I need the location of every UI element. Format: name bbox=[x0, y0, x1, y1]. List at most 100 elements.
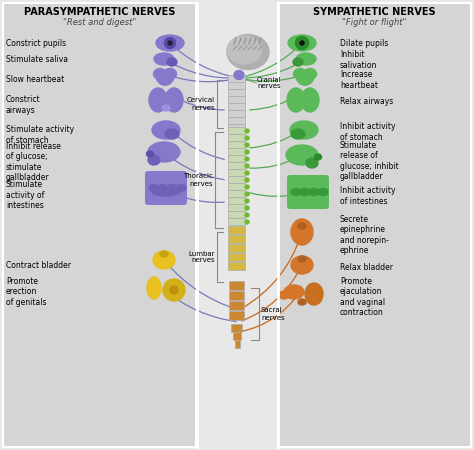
Text: Secrete
epinephrine
and norepin-
ephrine: Secrete epinephrine and norepin- ephrine bbox=[340, 215, 389, 255]
FancyBboxPatch shape bbox=[228, 96, 246, 104]
FancyBboxPatch shape bbox=[228, 162, 246, 170]
FancyBboxPatch shape bbox=[228, 170, 246, 176]
Ellipse shape bbox=[152, 188, 180, 196]
Text: Thoracic
nerves: Thoracic nerves bbox=[183, 174, 213, 186]
FancyBboxPatch shape bbox=[228, 219, 246, 225]
FancyBboxPatch shape bbox=[228, 90, 246, 96]
Ellipse shape bbox=[286, 145, 318, 165]
FancyBboxPatch shape bbox=[228, 212, 246, 219]
Text: SYMPATHETIC NERVES: SYMPATHETIC NERVES bbox=[313, 7, 435, 17]
Text: PARASYMPATHETIC NERVES: PARASYMPATHETIC NERVES bbox=[24, 7, 176, 17]
FancyBboxPatch shape bbox=[228, 176, 246, 184]
Ellipse shape bbox=[291, 129, 305, 139]
Ellipse shape bbox=[300, 41, 304, 45]
FancyBboxPatch shape bbox=[228, 141, 246, 149]
FancyBboxPatch shape bbox=[228, 76, 246, 82]
Ellipse shape bbox=[291, 256, 313, 274]
Ellipse shape bbox=[152, 121, 180, 139]
Ellipse shape bbox=[245, 150, 249, 154]
Ellipse shape bbox=[315, 154, 321, 160]
Ellipse shape bbox=[164, 68, 176, 80]
FancyBboxPatch shape bbox=[145, 171, 187, 205]
Ellipse shape bbox=[245, 213, 249, 217]
Text: Inhibit activity
of intestines: Inhibit activity of intestines bbox=[340, 186, 395, 206]
Text: Lumbar
nerves: Lumbar nerves bbox=[189, 251, 215, 264]
Ellipse shape bbox=[288, 35, 316, 51]
Text: Stimulate
release of
glucose; inhibit
gallbladder: Stimulate release of glucose; inhibit ga… bbox=[340, 141, 399, 181]
FancyBboxPatch shape bbox=[229, 282, 245, 291]
Text: Stimulate saliva: Stimulate saliva bbox=[6, 55, 68, 64]
Ellipse shape bbox=[168, 41, 172, 45]
Ellipse shape bbox=[164, 37, 175, 49]
Ellipse shape bbox=[163, 279, 185, 301]
Ellipse shape bbox=[298, 223, 306, 229]
Text: Contract bladder: Contract bladder bbox=[6, 261, 71, 270]
Ellipse shape bbox=[293, 68, 307, 80]
Ellipse shape bbox=[170, 286, 178, 294]
FancyBboxPatch shape bbox=[228, 244, 246, 252]
FancyBboxPatch shape bbox=[229, 311, 245, 320]
Text: "Fight or flight": "Fight or flight" bbox=[342, 18, 406, 27]
Text: Slow heartbeat: Slow heartbeat bbox=[6, 76, 64, 85]
Ellipse shape bbox=[149, 184, 159, 192]
Text: Stimulate activity
of stomach: Stimulate activity of stomach bbox=[6, 125, 74, 145]
Text: Relax bladder: Relax bladder bbox=[340, 262, 393, 271]
FancyBboxPatch shape bbox=[228, 104, 246, 111]
Ellipse shape bbox=[284, 285, 304, 299]
Ellipse shape bbox=[160, 251, 168, 257]
Wedge shape bbox=[156, 76, 173, 85]
Ellipse shape bbox=[309, 189, 319, 195]
Text: Promote
ejaculation
and vaginal
contraction: Promote ejaculation and vaginal contract… bbox=[340, 277, 385, 317]
Ellipse shape bbox=[227, 35, 269, 69]
Ellipse shape bbox=[298, 299, 306, 305]
Ellipse shape bbox=[165, 129, 179, 139]
FancyBboxPatch shape bbox=[228, 204, 246, 212]
Ellipse shape bbox=[245, 136, 249, 140]
FancyBboxPatch shape bbox=[228, 190, 246, 198]
Ellipse shape bbox=[290, 121, 318, 139]
Text: Relax airways: Relax airways bbox=[340, 98, 393, 107]
FancyBboxPatch shape bbox=[228, 148, 246, 156]
Text: Inhibit release
of glucose;
stimulate
gallbladder: Inhibit release of glucose; stimulate ga… bbox=[6, 142, 61, 182]
Text: Dilate pupils: Dilate pupils bbox=[340, 39, 388, 48]
Ellipse shape bbox=[167, 184, 177, 192]
Wedge shape bbox=[297, 76, 313, 85]
Ellipse shape bbox=[245, 129, 249, 133]
FancyBboxPatch shape bbox=[228, 127, 246, 135]
Ellipse shape bbox=[165, 88, 183, 112]
Ellipse shape bbox=[245, 206, 249, 210]
Ellipse shape bbox=[245, 143, 249, 147]
Text: Constrict
airways: Constrict airways bbox=[6, 95, 41, 115]
FancyBboxPatch shape bbox=[229, 302, 245, 310]
FancyBboxPatch shape bbox=[228, 226, 246, 234]
FancyBboxPatch shape bbox=[228, 111, 246, 117]
Ellipse shape bbox=[227, 36, 261, 64]
FancyBboxPatch shape bbox=[229, 292, 245, 301]
Ellipse shape bbox=[287, 88, 305, 112]
Ellipse shape bbox=[279, 291, 289, 299]
FancyBboxPatch shape bbox=[228, 156, 246, 162]
FancyBboxPatch shape bbox=[234, 333, 241, 341]
Ellipse shape bbox=[245, 199, 249, 203]
Ellipse shape bbox=[234, 71, 244, 80]
Ellipse shape bbox=[305, 283, 323, 305]
Ellipse shape bbox=[167, 58, 177, 66]
FancyBboxPatch shape bbox=[228, 184, 246, 190]
Ellipse shape bbox=[245, 164, 249, 168]
Ellipse shape bbox=[154, 68, 166, 80]
FancyBboxPatch shape bbox=[228, 198, 246, 204]
Ellipse shape bbox=[147, 277, 161, 299]
Ellipse shape bbox=[300, 189, 310, 195]
Ellipse shape bbox=[318, 189, 328, 195]
Text: Constrict pupils: Constrict pupils bbox=[6, 39, 66, 48]
Ellipse shape bbox=[154, 53, 174, 65]
FancyBboxPatch shape bbox=[228, 125, 246, 131]
Ellipse shape bbox=[148, 155, 160, 165]
FancyBboxPatch shape bbox=[228, 253, 246, 261]
Ellipse shape bbox=[158, 184, 168, 192]
FancyBboxPatch shape bbox=[287, 175, 329, 209]
Ellipse shape bbox=[162, 105, 170, 111]
Ellipse shape bbox=[149, 88, 167, 112]
FancyBboxPatch shape bbox=[228, 262, 246, 270]
Ellipse shape bbox=[299, 77, 311, 85]
